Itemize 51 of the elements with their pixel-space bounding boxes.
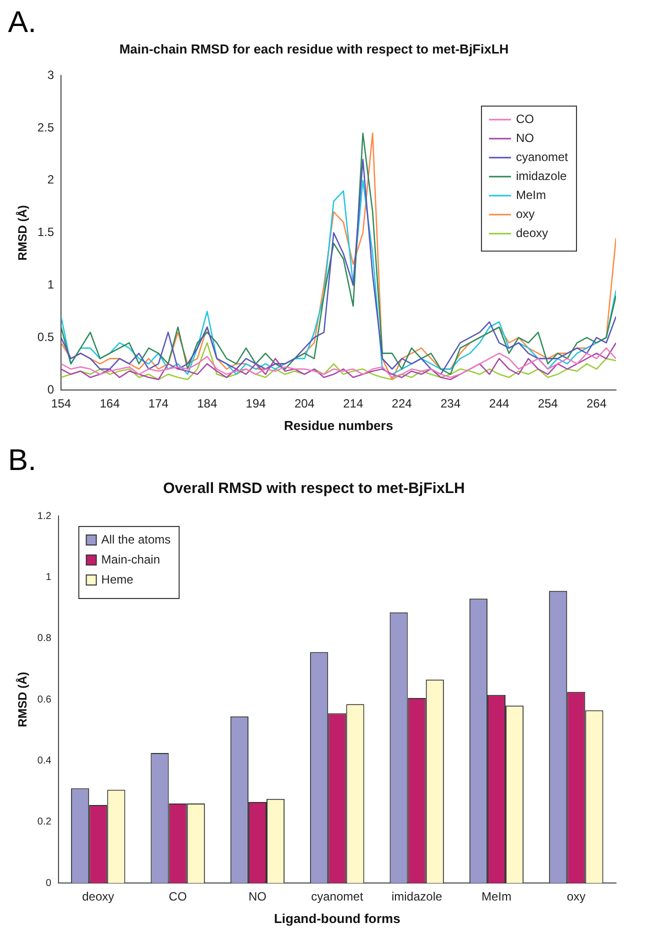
x-tick-label: cyanomet: [311, 890, 364, 904]
x-tick-label: 194: [246, 396, 266, 411]
x-tick-label: 224: [392, 396, 412, 411]
y-tick-label: 0.4: [37, 755, 52, 766]
x-tick-label: 264: [586, 396, 607, 411]
x-tick-label: NO: [248, 890, 266, 904]
legend-label: MeIm: [516, 188, 546, 202]
legend-label: CO: [516, 112, 534, 126]
x-tick-label: 214: [343, 396, 364, 411]
y-tick-label: 3: [47, 68, 54, 82]
chart-title: Main-chain RMSD for each residue with respect to met-BjFixLH: [119, 41, 509, 56]
y-tick-label: 0.2: [37, 816, 52, 828]
x-tick-label: 234: [440, 396, 461, 411]
x-tick-label: 204: [294, 396, 315, 411]
y-tick-label: 2: [47, 172, 54, 187]
text: B.: [8, 444, 38, 477]
x-tick-label: CO: [168, 890, 187, 904]
x-tick-label: 154: [51, 396, 72, 411]
y-tick-label: 0.8: [37, 633, 52, 644]
legend-label: imidazole: [516, 168, 567, 183]
x-tick-label: 164: [100, 396, 120, 411]
text: A.: [8, 6, 38, 39]
legend-label: Main-chain: [101, 552, 160, 566]
y-tick-label: 1.2: [37, 510, 52, 522]
x-tick-label: imidazole: [391, 890, 442, 904]
y-tick-label: 1: [46, 572, 52, 583]
y-tick-label: 1.5: [37, 225, 54, 240]
legend-label: cyanomet: [516, 150, 569, 164]
legend-label: deoxy: [516, 226, 548, 240]
y-tick-label: 0: [46, 878, 52, 889]
y-axis-title: RMSD (Å): [16, 672, 30, 728]
x-tick-label: 174: [148, 396, 169, 411]
x-tick-label: 254: [538, 396, 558, 411]
x-axis-title: Residue numbers: [284, 418, 394, 433]
x-tick-label: oxy: [566, 890, 586, 904]
x-tick-label: MeIm: [481, 890, 512, 904]
x-tick-label: deoxy: [82, 890, 114, 904]
y-tick-label: 2.5: [37, 120, 54, 134]
legend-label: All the atoms: [101, 532, 171, 546]
chart-title: Overall RMSD with respect to met-BjFixLH: [163, 480, 465, 498]
y-tick-label: 0.6: [37, 694, 52, 706]
y-tick-label: 0.5: [37, 330, 54, 344]
legend-label: Heme: [101, 572, 134, 586]
legend-label: oxy: [516, 206, 535, 221]
x-tick-label: 184: [197, 396, 218, 411]
y-tick-label: 1: [47, 278, 54, 292]
y-axis-title: RMSD (Å): [16, 205, 30, 260]
x-axis-title: Ligand-bound forms: [274, 910, 400, 926]
y-tick-label: 0: [47, 382, 54, 396]
x-tick-label: 244: [489, 396, 510, 411]
legend-label: NO: [516, 130, 534, 145]
